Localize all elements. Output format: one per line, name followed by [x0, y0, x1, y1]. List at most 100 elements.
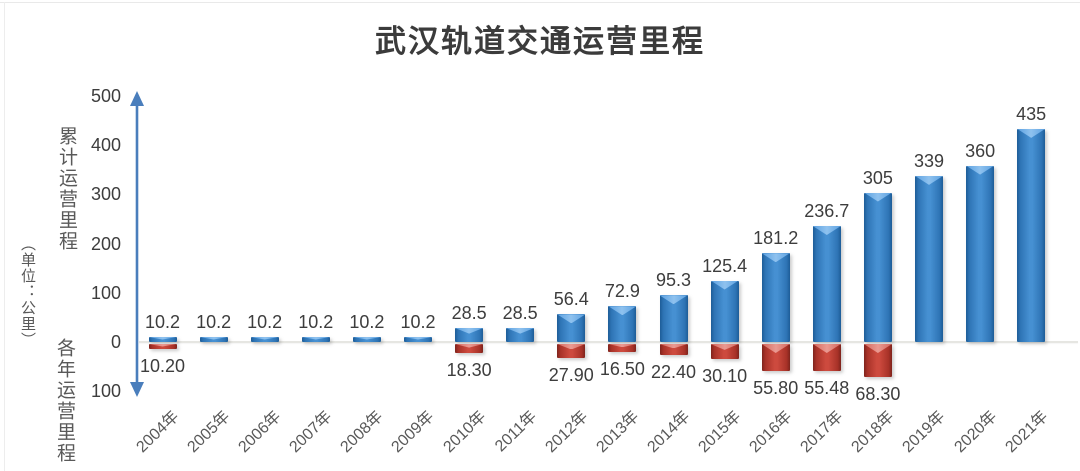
bar-bevel-highlight	[710, 280, 739, 290]
bar-cumulative	[455, 328, 484, 342]
bar-annual	[148, 344, 177, 349]
bar-bevel-highlight	[301, 337, 330, 340]
bar-value-annual: 16.50	[599, 359, 645, 380]
chart-title: 武汉轨道交通运营里程	[375, 24, 705, 59]
y-axis-tick: 300	[90, 184, 121, 205]
bar-cumulative	[710, 280, 739, 342]
x-axis-category-label: 2021年	[1002, 408, 1052, 457]
bar-annual	[455, 344, 484, 353]
x-axis-category-label: 2013年	[593, 408, 643, 457]
y-axis-arrowhead-up-icon	[130, 91, 144, 106]
card-top-border	[0, 2, 1080, 3]
bar-cumulative	[250, 337, 279, 342]
bar-cumulative	[812, 226, 841, 342]
x-axis-category-label: 2004年	[133, 408, 183, 457]
x-axis-category-label: 2014年	[644, 408, 694, 457]
bar-value-annual: 27.90	[548, 364, 594, 385]
bar-value-cumulative: 10.2	[144, 312, 181, 332]
bar-cumulative	[608, 306, 637, 342]
bar-cumulative	[199, 337, 228, 342]
x-axis-category-label: 2005年	[184, 408, 234, 457]
y-axis-label-unit: （单位：公里）	[19, 236, 35, 348]
bar-bevel-highlight	[608, 344, 637, 348]
bar-value-annual: 18.30	[446, 359, 492, 380]
y-axis-label-annual: 各年运营里程	[54, 338, 75, 464]
bar-value-annual: 10.20	[139, 355, 186, 376]
bar-cumulative	[506, 328, 535, 342]
bar-bevel-highlight	[455, 328, 484, 334]
bar-value-annual: 68.30	[855, 384, 901, 405]
bar-value-cumulative: 435	[1016, 103, 1047, 124]
bar-bevel-highlight	[915, 175, 943, 185]
x-axis-category-label: 2011年	[491, 408, 541, 456]
bar-value-cumulative: 181.2	[753, 228, 799, 249]
bar-bevel-highlight	[404, 337, 432, 340]
bar-value-cumulative: 10.2	[196, 312, 232, 332]
y-axis-tick: 400	[90, 135, 121, 156]
bar-bevel-highlight	[148, 344, 177, 347]
bar-value-cumulative: 10.2	[349, 312, 385, 332]
y-axis-tick: 100	[90, 282, 121, 303]
x-axis-category-label: 2019年	[899, 408, 949, 457]
bar-bevel-highlight	[761, 253, 790, 263]
bar-value-cumulative: 125.4	[702, 255, 748, 276]
bar-value-cumulative: 95.3	[655, 270, 692, 291]
bar-value-cumulative: 10.2	[247, 312, 283, 332]
bar-annual	[557, 344, 586, 358]
x-axis-category-label: 2008年	[337, 408, 387, 457]
bar-bevel-highlight	[659, 295, 688, 305]
bar-annual	[608, 344, 637, 353]
bar-cumulative	[1017, 128, 1046, 342]
bar-bevel-highlight	[812, 344, 841, 353]
bar-bevel-highlight	[506, 328, 535, 334]
bar-annual	[761, 344, 790, 372]
x-axis-category-label: 2015年	[695, 408, 745, 457]
bar-annual	[863, 344, 892, 378]
bar-value-cumulative: 72.9	[604, 281, 640, 302]
bar-annual	[710, 344, 739, 359]
bar-cumulative	[659, 295, 688, 342]
bar-bevel-highlight	[199, 337, 228, 340]
x-axis-category-label: 2020年	[950, 408, 1000, 457]
bar-cumulative	[915, 175, 943, 342]
bar-bevel-highlight	[812, 226, 841, 236]
bar-cumulative	[148, 337, 177, 342]
bar-annual	[812, 344, 841, 372]
y-axis-tick: 200	[90, 233, 121, 254]
bar-bevel-highlight	[863, 344, 892, 353]
bar-bevel-highlight	[863, 192, 892, 202]
x-axis-category-label: 2016年	[746, 408, 796, 457]
bar-bevel-highlight	[966, 165, 995, 175]
bar-value-cumulative: 28.5	[502, 303, 538, 324]
bar-bevel-highlight	[1017, 128, 1046, 138]
y-axis-tick: 500	[90, 86, 121, 106]
bar-cumulative	[761, 253, 790, 342]
bar-bevel-highlight	[148, 337, 177, 340]
bar-cumulative	[352, 337, 381, 342]
bar-value-cumulative: 56.4	[553, 289, 589, 310]
x-axis-category-label: 2007年	[286, 408, 336, 457]
x-axis-category-label: 2018年	[848, 408, 898, 457]
x-axis-category-label: 2009年	[388, 408, 438, 457]
x-axis-category-label: 2006年	[235, 408, 285, 457]
bar-cumulative	[557, 314, 586, 342]
x-axis-category-label: 2010年	[439, 408, 489, 457]
bar-bevel-highlight	[455, 344, 484, 348]
bar-cumulative	[301, 337, 330, 342]
card-left-border	[4, 2, 5, 471]
bar-value-cumulative: 339	[913, 150, 945, 171]
bar-value-cumulative: 360	[965, 140, 996, 161]
bar-value-annual: 55.80	[753, 378, 799, 399]
bar-bevel-highlight	[557, 344, 586, 350]
x-axis-category-label: 2017年	[797, 408, 847, 457]
y-axis-tick: 0	[110, 332, 121, 352]
bar-value-annual: 30.10	[702, 365, 748, 386]
bar-value-cumulative: 305	[862, 167, 893, 188]
bar-bevel-highlight	[608, 306, 637, 316]
bar-bevel-highlight	[710, 344, 739, 350]
bar-value-cumulative: 10.2	[400, 312, 436, 332]
bar-cumulative	[404, 337, 432, 342]
bar-value-cumulative: 28.5	[451, 303, 487, 324]
x-axis-category-label: 2012年	[542, 408, 592, 457]
